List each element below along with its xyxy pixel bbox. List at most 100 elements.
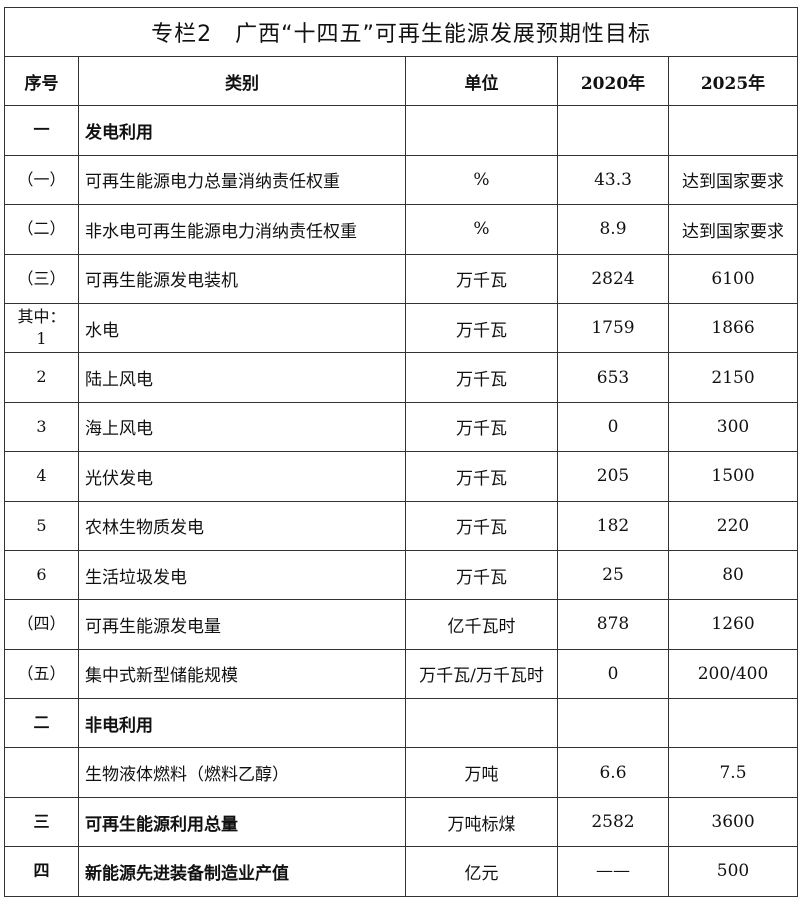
row-unit: 万千瓦 bbox=[405, 302, 558, 354]
table-row: （二） 非水电可再生能源电力消纳责任权重% 8.9 达到国家要求 bbox=[4, 204, 799, 255]
table-row: 2 陆上风电 万千瓦 653 2150 bbox=[4, 352, 799, 403]
row-value-2020: —— bbox=[557, 846, 669, 897]
row-category: 可再生能源电力总量消纳责任权重 bbox=[78, 154, 406, 206]
row-seq: 其中： 1 bbox=[4, 302, 79, 354]
row-seq: （二） bbox=[4, 204, 79, 255]
table-row: 3 海上风电 万千瓦 0 300 bbox=[4, 401, 799, 453]
table-row: 4 光伏发电 万千瓦 205 1500 bbox=[4, 451, 799, 502]
row-seq bbox=[4, 747, 79, 798]
row-value-2020: 0 bbox=[557, 648, 669, 700]
row-value-2025: 达到国家要求 bbox=[667, 204, 799, 255]
row-unit: 万千瓦 bbox=[405, 401, 558, 453]
row-value-2025: 220 bbox=[667, 500, 799, 551]
row-category: 新能源先进装备制造业产值 bbox=[78, 846, 406, 897]
row-unit bbox=[405, 105, 558, 156]
row-value-2020 bbox=[557, 105, 669, 156]
row-category: 可再生能源发电量 bbox=[78, 599, 406, 650]
row-unit: % bbox=[405, 204, 558, 255]
row-category: 可再生能源发电装机 bbox=[78, 253, 406, 304]
row-unit: 万吨标煤 bbox=[405, 796, 558, 848]
row-value-2020: 878 bbox=[557, 599, 669, 650]
row-unit: % bbox=[405, 154, 558, 206]
row-unit: 万千瓦 bbox=[405, 549, 558, 601]
row-value-2025: 1500 bbox=[667, 451, 799, 502]
table-row: （三） 可再生能源发电装机 万千瓦 2824 6100 bbox=[4, 253, 799, 304]
table-row: （一） 可再生能源电力总量消纳责任权重% 43.3 达到国家要求 bbox=[4, 154, 799, 206]
header-seq: 序号 bbox=[4, 55, 79, 107]
row-value-2025: 7.5 bbox=[667, 747, 799, 798]
row-category: 海上风电 bbox=[78, 401, 406, 453]
row-unit: 万千瓦 bbox=[405, 451, 558, 502]
row-value-2020: 43.3 bbox=[557, 154, 669, 206]
row-seq: 三 bbox=[4, 796, 79, 848]
table-row: （四） 可再生能源发电量 亿千瓦时 878 1260 bbox=[4, 599, 799, 650]
row-seq: 二 bbox=[4, 698, 79, 749]
row-value-2025 bbox=[667, 698, 799, 749]
row-value-2020: 1759 bbox=[557, 302, 669, 354]
row-unit: 万吨 bbox=[405, 747, 558, 798]
row-category: 可再生能源利用总量 bbox=[78, 796, 406, 848]
row-value-2020 bbox=[557, 698, 669, 749]
row-category: 发电利用 bbox=[78, 105, 406, 156]
row-category: 非水电可再生能源电力消纳责任权重 bbox=[78, 204, 406, 255]
targets-table: 专栏2 广西“十四五”可再生能源发展预期性目标 序号 类别 单位 2020年 2… bbox=[3, 7, 799, 897]
table-row: 四新能源先进装备制造业产值 亿元 —— 500 bbox=[4, 846, 799, 897]
table-row: 其中： 1 水电 万千瓦 1759 1866 bbox=[4, 302, 799, 354]
row-value-2025: 80 bbox=[667, 549, 799, 601]
row-seq: 6 bbox=[4, 549, 79, 601]
row-category: 光伏发电 bbox=[78, 451, 406, 502]
row-value-2025: 6100 bbox=[667, 253, 799, 304]
row-value-2020: 2824 bbox=[557, 253, 669, 304]
row-value-2020: 2582 bbox=[557, 796, 669, 848]
row-value-2020: 25 bbox=[557, 549, 669, 601]
row-unit bbox=[405, 698, 558, 749]
row-value-2025: 300 bbox=[667, 401, 799, 453]
row-value-2020: 182 bbox=[557, 500, 669, 551]
table-row: 二非电利用 bbox=[4, 698, 799, 749]
row-category: 集中式新型储能规模 bbox=[78, 648, 406, 700]
row-value-2020: 653 bbox=[557, 352, 669, 403]
row-seq: 3 bbox=[4, 401, 79, 453]
row-category: 生物液体燃料（燃料乙醇） bbox=[78, 747, 406, 798]
row-value-2025: 500 bbox=[667, 846, 799, 897]
table-title: 专栏2 广西“十四五”可再生能源发展预期性目标 bbox=[3, 7, 799, 57]
table-row: 6 生活垃圾发电 万千瓦 25 80 bbox=[4, 549, 799, 601]
row-seq: （一） bbox=[4, 154, 79, 206]
row-value-2020: 0 bbox=[557, 401, 669, 453]
table-row: 5 农林生物质发电 万千瓦 182 220 bbox=[4, 500, 799, 551]
row-category: 水电 bbox=[78, 302, 406, 354]
row-seq: 四 bbox=[4, 846, 79, 897]
row-value-2020: 205 bbox=[557, 451, 669, 502]
row-category: 陆上风电 bbox=[78, 352, 406, 403]
row-category: 生活垃圾发电 bbox=[78, 549, 406, 601]
row-seq: 2 bbox=[4, 352, 79, 403]
row-seq: 5 bbox=[4, 500, 79, 551]
row-value-2025: 1260 bbox=[667, 599, 799, 650]
row-value-2025: 200/400 bbox=[667, 648, 799, 700]
row-value-2020: 6.6 bbox=[557, 747, 669, 798]
row-unit: 万千瓦 bbox=[405, 352, 558, 403]
row-category: 农林生物质发电 bbox=[78, 500, 406, 551]
header-row: 序号 类别 单位 2020年 2025年 bbox=[4, 55, 799, 107]
row-seq: 4 bbox=[4, 451, 79, 502]
row-value-2020: 8.9 bbox=[557, 204, 669, 255]
row-value-2025 bbox=[667, 105, 799, 156]
header-2020: 2020年 bbox=[557, 55, 669, 107]
row-unit: 万千瓦/万千瓦时 bbox=[405, 648, 558, 700]
table-row: （五） 集中式新型储能规模 万千瓦/万千瓦时 0 200/400 bbox=[4, 648, 799, 700]
row-unit: 亿元 bbox=[405, 846, 558, 897]
row-category: 非电利用 bbox=[78, 698, 406, 749]
row-seq: （四） bbox=[4, 599, 79, 650]
row-seq: （五） bbox=[4, 648, 79, 700]
header-2025: 2025年 bbox=[667, 55, 799, 107]
row-value-2025: 2150 bbox=[667, 352, 799, 403]
row-value-2025: 达到国家要求 bbox=[667, 154, 799, 206]
row-seq: 一 bbox=[4, 105, 79, 156]
table-row: 三可再生能源利用总量 万吨标煤 2582 3600 bbox=[4, 796, 799, 848]
row-value-2025: 3600 bbox=[667, 796, 799, 848]
row-unit: 万千瓦 bbox=[405, 253, 558, 304]
row-value-2025: 1866 bbox=[667, 302, 799, 354]
row-seq: （三） bbox=[4, 253, 79, 304]
title-row: 专栏2 广西“十四五”可再生能源发展预期性目标 bbox=[3, 7, 799, 57]
table-row: 一发电利用 bbox=[4, 105, 799, 156]
